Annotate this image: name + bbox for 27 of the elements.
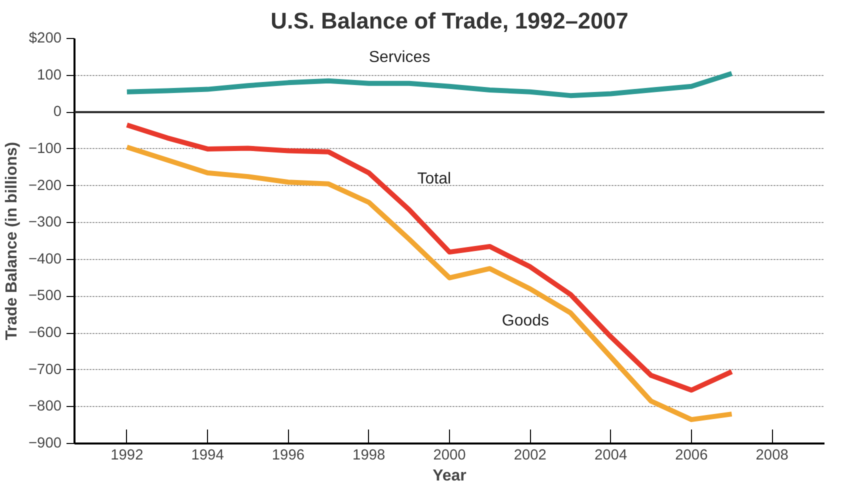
- x-tick-label: 2008: [756, 448, 788, 464]
- chart-title: U.S. Balance of Trade, 1992–2007: [270, 8, 628, 34]
- y-tick-label: −100: [28, 140, 62, 157]
- x-tick-label: 1992: [110, 448, 144, 464]
- y-tick-label: −400: [28, 251, 62, 268]
- y-tick-label: −500: [28, 288, 62, 304]
- x-tick-label: 2004: [594, 448, 628, 464]
- y-tick-label: $200: [28, 30, 62, 46]
- y-tick-label: −800: [28, 398, 62, 415]
- y-tick-label: −300: [28, 214, 62, 231]
- series-label: Goods: [502, 312, 550, 330]
- x-tick-label: 1998: [352, 448, 386, 464]
- x-tick-label: 1994: [191, 448, 224, 464]
- x-axis-title: Year: [432, 468, 466, 484]
- x-tick-label: 2006: [675, 448, 708, 464]
- y-tick-label: 0: [53, 104, 62, 120]
- x-tick-label: 2000: [433, 448, 466, 464]
- y-tick-label: −700: [28, 362, 62, 378]
- series-label: Services: [368, 49, 430, 66]
- y-tick-label: −200: [28, 178, 62, 194]
- y-tick-label: 100: [37, 67, 62, 84]
- y-tick-label: −600: [28, 325, 62, 342]
- y-axis-title: Trade Balance (in billions): [3, 142, 20, 340]
- x-tick-label: 2002: [514, 448, 546, 464]
- x-tick-label: 1996: [272, 448, 305, 464]
- y-tick-label: −900: [28, 436, 62, 452]
- series-label: Total: [417, 170, 452, 188]
